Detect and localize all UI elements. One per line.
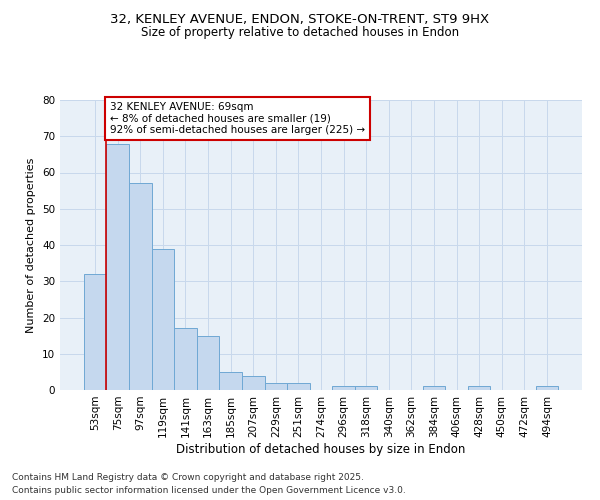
Text: Contains HM Land Registry data © Crown copyright and database right 2025.: Contains HM Land Registry data © Crown c… [12,474,364,482]
Text: Size of property relative to detached houses in Endon: Size of property relative to detached ho… [141,26,459,39]
Bar [332,386,355,390]
Text: Contains public sector information licensed under the Open Government Licence v3: Contains public sector information licen… [12,486,406,495]
Bar [242,376,265,390]
Text: 32 KENLEY AVENUE: 69sqm
← 8% of detached houses are smaller (19)
92% of semi-det: 32 KENLEY AVENUE: 69sqm ← 8% of detached… [110,102,365,135]
X-axis label: Distribution of detached houses by size in Endon: Distribution of detached houses by size … [176,442,466,456]
Text: 32, KENLEY AVENUE, ENDON, STOKE-ON-TRENT, ST9 9HX: 32, KENLEY AVENUE, ENDON, STOKE-ON-TRENT… [110,12,490,26]
Bar [174,328,197,390]
Bar [422,386,445,390]
Bar [84,274,106,390]
Y-axis label: Number of detached properties: Number of detached properties [26,158,37,332]
Bar [129,184,152,390]
Bar [152,248,174,390]
Bar [197,336,220,390]
Bar [287,383,310,390]
Bar [468,386,490,390]
Bar [265,383,287,390]
Bar [220,372,242,390]
Bar [106,144,129,390]
Bar [536,386,558,390]
Bar [355,386,377,390]
